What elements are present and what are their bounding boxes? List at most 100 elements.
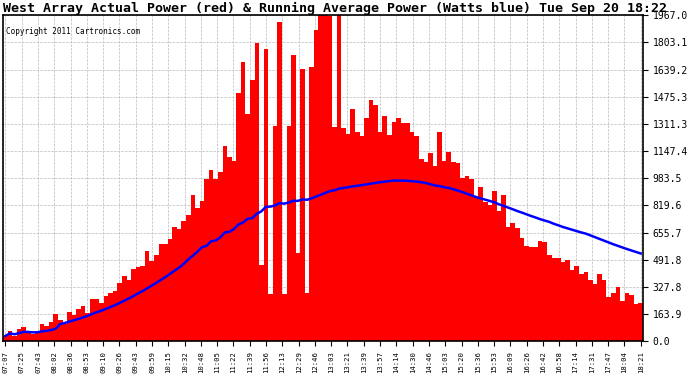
Bar	[241, 62, 246, 341]
Bar	[373, 105, 378, 341]
Bar	[136, 267, 140, 341]
Bar	[35, 331, 40, 341]
Bar	[378, 132, 382, 341]
Bar	[351, 109, 355, 341]
Bar	[21, 327, 26, 341]
Text: Copyright 2011 Cartronics.com: Copyright 2011 Cartronics.com	[6, 27, 141, 36]
Bar	[273, 126, 277, 341]
Bar	[515, 228, 520, 341]
Bar	[154, 255, 159, 341]
Bar	[620, 301, 624, 341]
Bar	[451, 162, 455, 341]
Bar	[122, 276, 126, 341]
Bar	[126, 280, 131, 341]
Bar	[199, 201, 204, 341]
Bar	[598, 274, 602, 341]
Bar	[533, 247, 538, 341]
Bar	[355, 132, 359, 341]
Bar	[506, 227, 511, 341]
Bar	[227, 157, 232, 341]
Bar	[168, 239, 172, 341]
Bar	[405, 123, 410, 341]
Bar	[8, 331, 12, 341]
Bar	[538, 241, 542, 341]
Bar	[44, 326, 49, 341]
Bar	[359, 136, 364, 341]
Bar	[392, 123, 396, 341]
Bar	[428, 153, 433, 341]
Bar	[295, 253, 300, 341]
Bar	[30, 334, 35, 341]
Bar	[140, 266, 145, 341]
Bar	[524, 246, 529, 341]
Bar	[387, 135, 392, 341]
Bar	[268, 294, 273, 341]
Bar	[474, 198, 478, 341]
Bar	[551, 258, 556, 341]
Bar	[264, 49, 268, 341]
Bar	[629, 296, 634, 341]
Bar	[236, 93, 241, 341]
Bar	[58, 320, 63, 341]
Bar	[319, 15, 323, 341]
Bar	[309, 68, 314, 341]
Bar	[81, 306, 86, 341]
Bar	[282, 294, 286, 341]
Bar	[172, 227, 177, 341]
Bar	[469, 179, 474, 341]
Bar	[588, 280, 593, 341]
Bar	[150, 261, 154, 341]
Bar	[460, 178, 465, 341]
Bar	[497, 211, 501, 341]
Bar	[204, 179, 209, 341]
Bar	[222, 147, 227, 341]
Bar	[53, 314, 58, 341]
Bar	[286, 126, 291, 341]
Bar	[49, 321, 53, 341]
Bar	[232, 161, 236, 341]
Bar	[638, 303, 643, 341]
Bar	[131, 269, 136, 341]
Bar	[209, 170, 213, 341]
Bar	[250, 80, 255, 341]
Bar	[26, 333, 30, 341]
Bar	[579, 274, 584, 341]
Bar	[561, 262, 565, 341]
Bar	[455, 164, 460, 341]
Bar	[3, 336, 8, 341]
Bar	[72, 315, 77, 341]
Bar	[346, 134, 351, 341]
Bar	[163, 244, 168, 341]
Bar	[607, 297, 611, 341]
Bar	[634, 304, 638, 341]
Bar	[332, 127, 337, 341]
Bar	[67, 312, 72, 341]
Bar	[442, 161, 446, 341]
Bar	[611, 292, 615, 341]
Bar	[90, 299, 95, 341]
Bar	[501, 195, 506, 341]
Bar	[520, 238, 524, 341]
Bar	[300, 69, 305, 341]
Bar	[624, 293, 629, 341]
Bar	[255, 43, 259, 341]
Bar	[277, 22, 282, 341]
Bar	[433, 166, 437, 341]
Bar	[186, 216, 190, 341]
Bar	[342, 128, 346, 341]
Bar	[117, 283, 122, 341]
Bar	[584, 272, 588, 341]
Bar	[415, 136, 419, 341]
Bar	[478, 187, 483, 341]
Bar	[328, 16, 332, 341]
Bar	[424, 162, 428, 341]
Bar	[159, 244, 163, 341]
Bar	[17, 329, 21, 341]
Bar	[492, 190, 497, 341]
Bar	[401, 123, 405, 341]
Bar	[396, 118, 401, 341]
Bar	[419, 159, 424, 341]
Bar	[218, 172, 222, 341]
Bar	[437, 132, 442, 341]
Bar	[77, 309, 81, 341]
